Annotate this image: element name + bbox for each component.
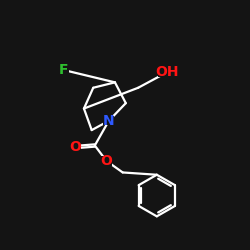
FancyBboxPatch shape bbox=[101, 156, 112, 166]
FancyBboxPatch shape bbox=[103, 116, 114, 126]
FancyBboxPatch shape bbox=[70, 142, 81, 152]
Text: F: F bbox=[59, 63, 69, 77]
FancyBboxPatch shape bbox=[58, 66, 69, 75]
Text: O: O bbox=[70, 140, 81, 154]
Text: O: O bbox=[100, 154, 112, 168]
Text: N: N bbox=[103, 114, 115, 128]
Text: OH: OH bbox=[155, 65, 178, 79]
FancyBboxPatch shape bbox=[158, 68, 176, 77]
